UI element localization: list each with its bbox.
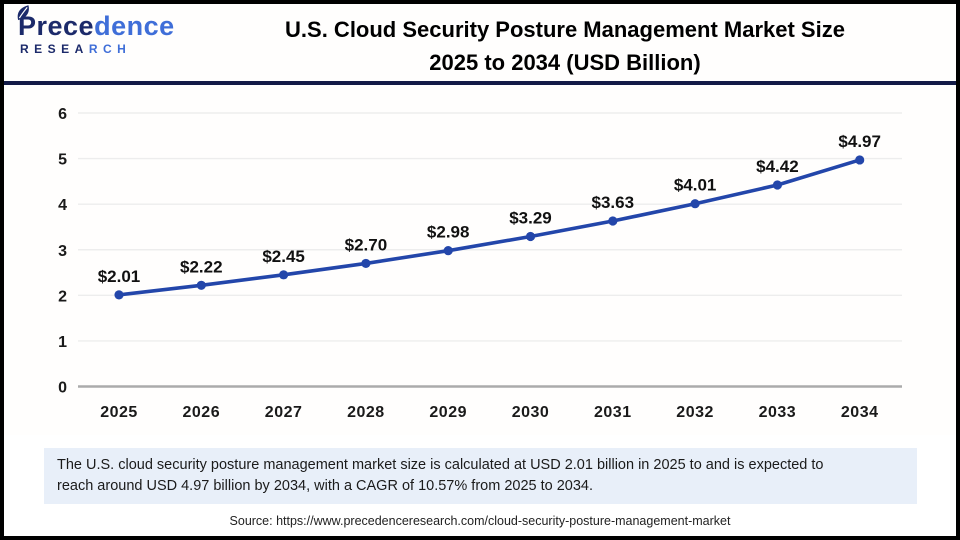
data-point-label: $3.29 bbox=[509, 209, 552, 228]
line-chart: 0 1 2 3 4 5 6 2025 2026 2027 2028 2029 2030 2031 2032 2… bbox=[58, 106, 902, 421]
page-title-line1: U.S. Cloud Security Posture Management M… bbox=[285, 17, 845, 42]
data-point bbox=[608, 216, 618, 226]
data-point-label: $2.98 bbox=[427, 223, 470, 242]
data-point-label: $2.70 bbox=[345, 235, 388, 254]
x-axis-label: 2028 bbox=[347, 404, 385, 421]
data-point bbox=[279, 270, 289, 280]
data-point bbox=[114, 290, 124, 300]
page-title: U.S. Cloud Security Posture Management M… bbox=[174, 4, 956, 79]
data-point-label: $4.42 bbox=[756, 157, 799, 176]
data-point bbox=[772, 180, 783, 190]
summary-line1: The U.S. cloud security posture manageme… bbox=[57, 457, 824, 473]
x-axis-label: 2031 bbox=[594, 404, 632, 421]
summary-box: The U.S. cloud security posture manageme… bbox=[44, 448, 917, 504]
data-point-label: $4.01 bbox=[674, 176, 717, 195]
data-point-label: $4.97 bbox=[838, 132, 881, 151]
chart-area: 0 1 2 3 4 5 6 2025 2026 2027 2028 2029 2030 2031 2032 2… bbox=[4, 85, 956, 435]
logo-wordmark: Precedence bbox=[17, 5, 175, 41]
source-text: Source: https://www.precedenceresearch.c… bbox=[229, 514, 731, 528]
header-divider bbox=[4, 81, 956, 85]
x-axis-label: 2025 bbox=[100, 404, 138, 421]
x-axis-label: 2027 bbox=[265, 404, 303, 421]
summary-line2: reach around USD 4.97 billion by 2034, w… bbox=[57, 478, 594, 494]
logo-text-blue: dence bbox=[94, 11, 175, 41]
data-point bbox=[196, 280, 206, 290]
precedence-research-logo: Precedence RESEARCH bbox=[17, 5, 175, 55]
header: Precedence RESEARCH U.S. Cloud Security … bbox=[4, 4, 956, 81]
x-axis-label: 2034 bbox=[841, 404, 879, 421]
data-point bbox=[361, 258, 371, 269]
x-axis-label: 2030 bbox=[512, 404, 550, 421]
data-point-label: $2.45 bbox=[262, 247, 305, 266]
data-point-label: $2.22 bbox=[180, 257, 223, 276]
y-axis-label: 0 bbox=[58, 380, 67, 397]
data-point bbox=[690, 199, 700, 209]
logo-text-navy: Prece bbox=[18, 11, 95, 41]
x-axis-label: 2029 bbox=[429, 404, 467, 421]
data-point-label: $3.63 bbox=[592, 193, 635, 212]
y-axis-label: 3 bbox=[58, 243, 67, 260]
x-axis-label: 2033 bbox=[759, 404, 797, 421]
data-point-label: $2.01 bbox=[98, 267, 141, 286]
data-point bbox=[855, 155, 865, 165]
y-axis-label: 6 bbox=[58, 106, 67, 123]
data-point bbox=[443, 246, 453, 256]
x-axis-label: 2032 bbox=[676, 404, 714, 421]
x-axis-label: 2026 bbox=[183, 404, 221, 421]
logo-subtitle: RESEARCH bbox=[18, 43, 175, 55]
page-title-line2: 2025 to 2034 (USD Billion) bbox=[429, 50, 701, 75]
logo-subtitle-navy: RESEA bbox=[20, 42, 89, 56]
series-line bbox=[117, 158, 862, 297]
y-axis-label: 5 bbox=[58, 152, 67, 169]
leaf-icon bbox=[17, 5, 29, 21]
y-axis-label: 2 bbox=[58, 288, 67, 305]
data-point bbox=[525, 231, 536, 242]
y-axis-label: 1 bbox=[58, 334, 67, 351]
y-axis-label: 4 bbox=[58, 197, 67, 214]
logo-subtitle-blue: RCH bbox=[88, 42, 132, 56]
